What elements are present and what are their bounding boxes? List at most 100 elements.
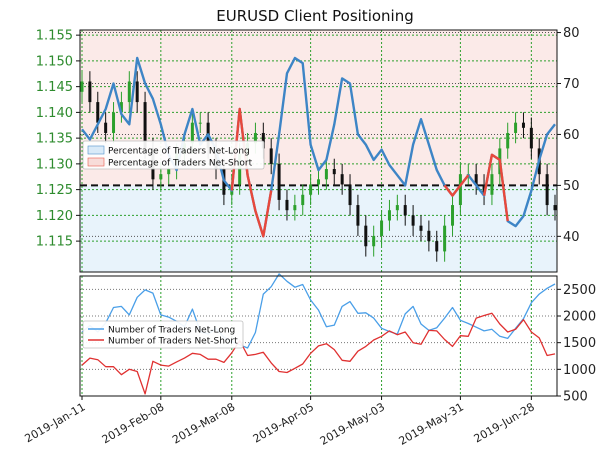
candle-body-8	[143, 102, 147, 149]
bottom-panel-border	[79, 275, 558, 397]
left-tick-label-3: 1.140	[36, 106, 73, 121]
right-tick-label-1: 70	[563, 77, 580, 92]
candle-body-10	[159, 174, 163, 180]
left-tick-label-6: 1.125	[36, 183, 73, 198]
candle-body-36	[364, 225, 368, 247]
right-tick-label-2: 60	[563, 128, 580, 143]
x-tick-label-5: 2019-May-31	[397, 400, 466, 448]
net-short-count-line	[81, 312, 556, 395]
candle-body-56	[521, 122, 525, 128]
candle-body-32	[332, 169, 336, 175]
bottom-right-tick-label-0: 2500	[563, 283, 596, 298]
net-long-pct-line	[81, 56, 556, 238]
candle-body-3	[104, 122, 108, 133]
top-legend-swatch-0	[87, 145, 105, 155]
candle-body-29	[309, 184, 313, 195]
candle-body-48	[458, 174, 462, 206]
x-axis-ticks: 2019-Jan-11 2019-Feb-08 2019-Mar-08 2019-Ap…	[23, 396, 537, 448]
candle-body-46	[443, 225, 447, 252]
candle-body-41	[403, 205, 407, 216]
top-legend-label-1: Percentage of Traders Net-Short	[108, 159, 253, 169]
net-long-count-line	[81, 273, 556, 349]
bottom-right-tick-label-3: 1000	[563, 363, 596, 378]
candle-body-57	[529, 127, 533, 149]
bottom-legend-label-0: Number of Traders Net-Long	[108, 326, 235, 336]
net-short-pct-line-2	[482, 153, 509, 222]
bottom-right-tick-label-1: 2000	[563, 310, 596, 325]
x-tick-label-1: 2019-Feb-08	[100, 400, 167, 446]
x-tick-label-0: 2019-Jan-11	[23, 400, 88, 445]
candle-body-54	[506, 132, 510, 149]
candle-body-5	[119, 102, 123, 113]
right-tick-label-4: 40	[563, 230, 580, 245]
candle-body-35	[356, 205, 360, 226]
candle-body-31	[324, 169, 328, 180]
candle-body-4	[112, 112, 116, 133]
bottom-legend-label-1: Number of Traders Net-Short	[108, 337, 238, 347]
right-tick-label-3: 50	[563, 179, 580, 194]
top-panel-border	[79, 29, 558, 273]
top-legend-swatch-1	[87, 157, 105, 167]
trader-count-lines	[81, 273, 556, 395]
top-panel-legend: Percentage of Traders Net-Long Percentage…	[82, 140, 265, 170]
candle-body-40	[395, 205, 399, 211]
x-tick-label-4: 2019-May-03	[318, 400, 387, 448]
candle-body-6	[127, 81, 131, 103]
candle-body-28	[301, 194, 305, 206]
candle-body-30	[317, 179, 320, 185]
candle-body-44	[427, 230, 431, 242]
bottom-right-tick-label-2: 1500	[563, 336, 596, 351]
candle-body-27	[293, 205, 297, 211]
candle-body-55	[514, 122, 518, 133]
candle-body-60	[553, 205, 557, 211]
x-tick-label-2: 2019-Mar-08	[170, 400, 237, 446]
left-tick-label-7: 1.120	[36, 209, 73, 224]
candle-body-15	[198, 122, 202, 124]
left-tick-label-2: 1.145	[36, 80, 73, 95]
net-short-pct-line-0	[230, 107, 273, 238]
candle-body-11	[167, 169, 171, 175]
x-tick-label-6: 2019-Jun-28	[472, 400, 537, 445]
candle-body-52	[490, 174, 494, 195]
x-tick-label-3: 2019-Apr-05	[251, 400, 316, 445]
long-zone-fill	[80, 185, 557, 272]
top-legend-label-0: Percentage of Traders Net-Long	[108, 147, 250, 157]
percentage-lines	[81, 56, 556, 238]
left-tick-label-4: 1.135	[36, 132, 73, 147]
candle-body-50	[474, 174, 478, 185]
candle-body-37	[372, 235, 376, 247]
candle-body-25	[277, 163, 281, 200]
left-tick-label-1: 1.150	[36, 54, 73, 69]
candle-body-59	[545, 174, 549, 206]
net-short-pct-line-1	[443, 174, 470, 197]
right-tick-label-0: 80	[563, 26, 580, 41]
chart-title: EURUSD Client Positioning	[216, 7, 414, 25]
left-tick-label-8: 1.115	[36, 235, 73, 250]
candle-body-47	[451, 205, 455, 226]
top-legend-box	[82, 140, 265, 170]
candle-body-22	[253, 132, 257, 144]
candle-body-34	[348, 184, 352, 206]
top-panel-frame	[79, 29, 558, 273]
candle-body-42	[411, 215, 415, 226]
candle-body-24	[269, 148, 273, 164]
candle-body-26	[285, 199, 289, 211]
bottom-legend-box	[82, 320, 244, 349]
candle-body-1	[88, 81, 92, 103]
left-tick-label-5: 1.130	[36, 157, 73, 172]
left-tick-label-0: 1.155	[36, 29, 73, 44]
candle-body-43	[419, 225, 423, 231]
candle-body-14	[190, 122, 194, 144]
candle-body-23	[261, 132, 265, 149]
bottom-right-tick-label-4: 500	[563, 390, 588, 405]
candle-body-2	[96, 102, 100, 123]
candle-body-0	[80, 81, 84, 92]
candle-body-7	[135, 81, 139, 103]
bottom-panel-ticks: 2500 2000 1500 1000 500	[557, 283, 596, 405]
candle-body-45	[435, 241, 439, 252]
candle-body-33	[340, 174, 344, 185]
bottom-panel-frame	[79, 275, 558, 397]
